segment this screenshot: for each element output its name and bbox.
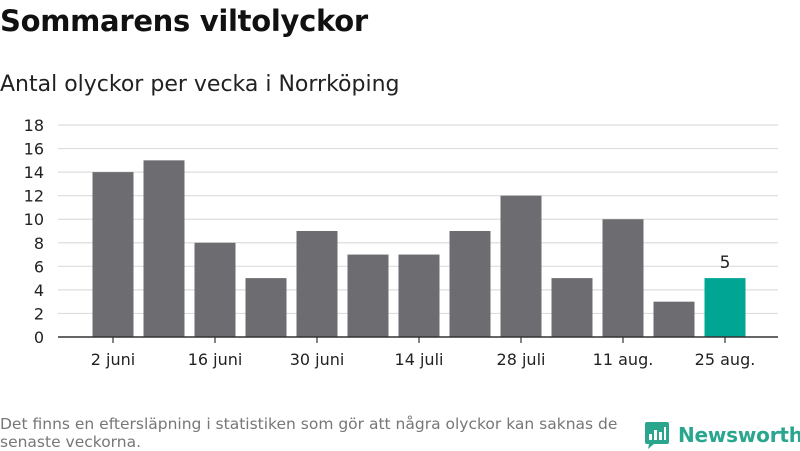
x-tick-label: 11 aug. — [593, 350, 654, 369]
brand-name: Newsworthy — [678, 423, 800, 447]
bar-7-juli — [347, 254, 389, 337]
y-tick-label: 4 — [34, 281, 44, 300]
bar-11-aug- — [602, 219, 644, 337]
y-tick-label: 18 — [24, 116, 44, 135]
bar-2-juni — [92, 172, 134, 337]
y-tick-label: 0 — [34, 328, 44, 347]
chart-title: Sommarens viltolyckor — [0, 4, 368, 38]
data-label: 5 — [720, 253, 731, 273]
x-tick-label: 14 juli — [395, 350, 444, 369]
chart-subtitle: Antal olyckor per vecka i Norrköping — [0, 72, 400, 97]
x-tick-label: 2 juni — [91, 350, 135, 369]
y-tick-label: 12 — [24, 187, 44, 206]
x-tick-label: 28 juli — [497, 350, 546, 369]
bar-18-aug- — [653, 301, 695, 337]
x-tick-label: 16 juni — [188, 350, 243, 369]
bar-25-aug- — [704, 278, 746, 337]
bar-23-juni — [245, 278, 287, 337]
bar-21-juli — [449, 231, 491, 337]
y-tick-label: 6 — [34, 257, 44, 276]
x-tick-label: 30 juni — [290, 350, 345, 369]
y-tick-label: 8 — [34, 234, 44, 253]
y-tick-label: 10 — [24, 210, 44, 229]
newsworthy-logo-icon — [645, 422, 669, 449]
bar-16-juni — [194, 242, 236, 337]
bar-30-juni — [296, 231, 338, 337]
footnote: Det finns en eftersläpning i statistiken… — [0, 415, 618, 451]
y-tick-label: 14 — [24, 163, 44, 182]
bar-28-juli — [500, 195, 542, 337]
brand-logo: Newsworthy — [644, 420, 800, 450]
bar-9-juni — [143, 160, 185, 337]
x-tick-label: 25 aug. — [695, 350, 756, 369]
y-tick-label: 2 — [34, 304, 44, 323]
bar-4-aug- — [551, 278, 593, 337]
bar-14-juli — [398, 254, 440, 337]
y-tick-label: 16 — [24, 140, 44, 159]
bar-chart: 0 2 4 6 8 10 12 14 16 18 5 2 juni 16 juni 30 juni 14 j… — [24, 116, 778, 369]
